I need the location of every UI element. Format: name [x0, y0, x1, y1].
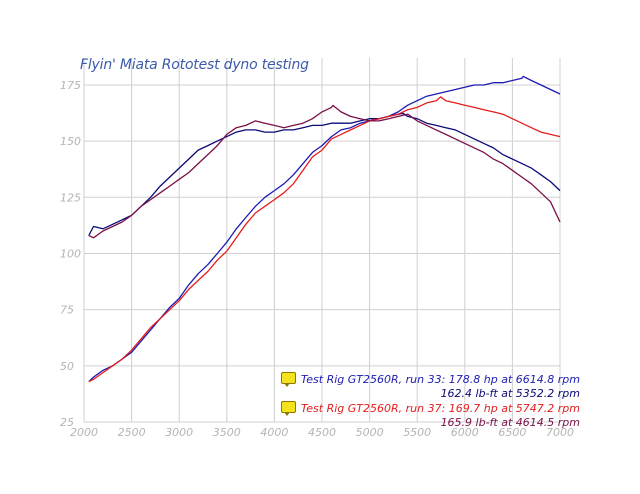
series-line-3 [88, 96, 561, 383]
chart-grid [83, 58, 561, 423]
legend-run37-sub: 165.9 lb-ft at 4614.5 rpm [440, 416, 580, 429]
chart-ticks: 2000 2500 3000 3500 4000 4500 5000 5500 6000 6500… [60, 79, 574, 439]
x-tick-label: 4500 [308, 426, 336, 439]
x-tick-label: 5500 [403, 426, 431, 439]
y-tick-label: 150 [60, 135, 81, 148]
x-tick-label: 6000 [451, 426, 479, 439]
x-tick-label: 3000 [165, 426, 193, 439]
legend-run37-label: Test Rig GT2560R, run 37: 169.7 hp at 57… [300, 402, 580, 415]
x-tick-label: 6500 [498, 426, 526, 439]
x-tick-label: 2000 [70, 426, 98, 439]
x-tick-label: 5000 [356, 426, 384, 439]
y-tick-label: 25 [60, 416, 74, 429]
chart-legend: Test Rig GT2560R, run 33: 178.8 hp at 66… [280, 372, 580, 430]
chart-title: Flyin' Miata Rototest dyno testing [80, 57, 309, 73]
y-tick-label: 75 [60, 304, 74, 317]
chart-series [88, 75, 561, 383]
note-icon [280, 401, 296, 416]
note-icon [280, 372, 296, 387]
x-tick-label: 2500 [118, 426, 146, 439]
series-line-4 [88, 104, 561, 239]
x-tick-label: 3500 [213, 426, 241, 439]
y-tick-label: 125 [60, 191, 81, 204]
series-line-1 [88, 75, 561, 383]
y-tick-label: 175 [60, 79, 81, 92]
y-tick-label: 100 [60, 247, 81, 260]
series-line-2 [88, 112, 561, 236]
legend-run33: Test Rig GT2560R, run 33: 178.8 hp at 66… [280, 372, 580, 387]
legend-run33-sub: 162.4 lb-ft at 5352.2 rpm [440, 387, 580, 400]
y-tick-label: 50 [60, 360, 74, 373]
x-tick-label: 7000 [546, 426, 574, 439]
legend-run37: Test Rig GT2560R, run 37: 169.7 hp at 57… [280, 401, 580, 416]
x-tick-label: 4000 [260, 426, 288, 439]
legend-run33-label: Test Rig GT2560R, run 33: 178.8 hp at 66… [300, 373, 580, 386]
